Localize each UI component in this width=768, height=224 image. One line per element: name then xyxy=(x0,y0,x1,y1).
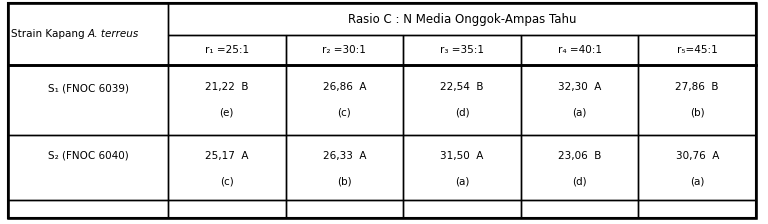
Text: S₁ (FNOC 6039): S₁ (FNOC 6039) xyxy=(48,83,128,93)
Bar xyxy=(8,200,168,218)
Text: 25,17  A: 25,17 A xyxy=(205,151,249,161)
Text: A. terreus: A. terreus xyxy=(88,29,139,39)
Text: (c): (c) xyxy=(220,177,233,187)
Text: (b): (b) xyxy=(690,108,704,118)
Bar xyxy=(521,200,638,218)
Text: r₁ =25:1: r₁ =25:1 xyxy=(205,45,249,55)
Text: r₃ =35:1: r₃ =35:1 xyxy=(440,45,484,55)
Text: 26,86  A: 26,86 A xyxy=(323,82,366,93)
Bar xyxy=(286,200,403,218)
Bar xyxy=(8,3,168,65)
Text: 23,06  B: 23,06 B xyxy=(558,151,601,161)
Text: Strain Kapang: Strain Kapang xyxy=(11,29,88,39)
Text: (a): (a) xyxy=(690,177,704,187)
Bar xyxy=(286,65,403,135)
Bar xyxy=(286,135,403,200)
Bar xyxy=(403,200,521,218)
Bar xyxy=(8,135,168,200)
Text: 27,86  B: 27,86 B xyxy=(675,82,719,93)
Bar xyxy=(168,135,286,200)
Text: 32,30  A: 32,30 A xyxy=(558,82,601,93)
Bar xyxy=(168,65,286,135)
Bar xyxy=(286,35,403,65)
Text: 30,76  A: 30,76 A xyxy=(676,151,719,161)
Text: r₂ =30:1: r₂ =30:1 xyxy=(323,45,366,55)
Bar xyxy=(403,135,521,200)
Bar xyxy=(403,35,521,65)
Text: 22,54  B: 22,54 B xyxy=(440,82,484,93)
Text: (a): (a) xyxy=(455,177,469,187)
Text: 31,50  A: 31,50 A xyxy=(440,151,484,161)
Text: r₄ =40:1: r₄ =40:1 xyxy=(558,45,601,55)
Text: (d): (d) xyxy=(572,177,587,187)
Bar xyxy=(521,35,638,65)
Bar xyxy=(521,135,638,200)
Bar xyxy=(638,65,756,135)
Bar xyxy=(638,135,756,200)
Text: 26,33  A: 26,33 A xyxy=(323,151,366,161)
Bar xyxy=(638,35,756,65)
Text: (b): (b) xyxy=(337,177,352,187)
Text: 21,22  B: 21,22 B xyxy=(205,82,249,93)
Text: Rasio C : N Media Onggok-Ampas Tahu: Rasio C : N Media Onggok-Ampas Tahu xyxy=(348,13,576,26)
Text: (a): (a) xyxy=(572,108,587,118)
Text: S₂ (FNOC 6040): S₂ (FNOC 6040) xyxy=(48,151,128,161)
Bar xyxy=(403,65,521,135)
Bar xyxy=(8,65,168,135)
Text: (c): (c) xyxy=(337,108,351,118)
Bar xyxy=(521,65,638,135)
Bar xyxy=(168,35,286,65)
Text: (d): (d) xyxy=(455,108,469,118)
Bar xyxy=(638,200,756,218)
Text: r₅=45:1: r₅=45:1 xyxy=(677,45,717,55)
Bar xyxy=(168,3,756,35)
Bar xyxy=(168,200,286,218)
Text: (e): (e) xyxy=(220,108,234,118)
